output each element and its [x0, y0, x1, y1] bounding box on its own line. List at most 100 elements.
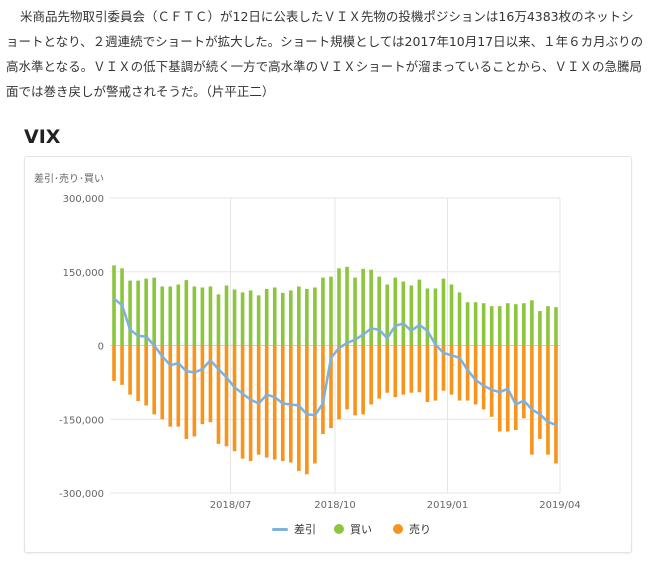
- y-axis-label: 差引･売り･買い: [34, 174, 104, 185]
- long-bar: [297, 286, 301, 346]
- short-bar: [112, 345, 116, 381]
- short-bar: [240, 345, 245, 459]
- short-bar: [297, 345, 301, 471]
- long-bar: [264, 288, 269, 346]
- long-bar: [409, 285, 414, 346]
- short-bar: [264, 345, 269, 458]
- short-bar: [272, 345, 277, 460]
- short-bar: [208, 345, 213, 423]
- net-line: [112, 297, 558, 427]
- short-bar: [393, 345, 398, 398]
- x-tick-label: 2018/07: [210, 500, 252, 511]
- long-bar: [152, 277, 157, 346]
- short-bar: [152, 345, 157, 415]
- x-tick-label: 2018/10: [314, 500, 356, 511]
- short-bar: [546, 345, 550, 455]
- long-bar: [337, 268, 341, 346]
- short-bar: [305, 345, 309, 475]
- legend-item-net[interactable]: 差引: [272, 521, 316, 537]
- short-bar: [232, 345, 237, 452]
- long-bar: [288, 290, 293, 346]
- short-bar: [417, 345, 422, 393]
- long-bar: [417, 279, 422, 346]
- legend-item-long[interactable]: 買い: [334, 521, 372, 537]
- y-tick-label: 150,000: [63, 268, 104, 279]
- long-bar: [240, 292, 245, 346]
- long-bar: [168, 286, 173, 346]
- long-bar: [481, 303, 486, 346]
- long-bar: [513, 304, 518, 346]
- short-bar: [489, 345, 494, 417]
- long-bar: [184, 280, 189, 346]
- chart-legend: 差引 買い 売り: [0, 521, 652, 537]
- long-bar: [192, 286, 197, 346]
- short-bar: [401, 345, 406, 395]
- long-bar: [401, 281, 406, 346]
- long-bar: [393, 277, 398, 346]
- short-bar: [345, 345, 349, 410]
- short-bar: [160, 345, 165, 420]
- dot-swatch-icon: [334, 524, 344, 534]
- short-bar: [433, 345, 438, 401]
- short-bar: [256, 345, 261, 455]
- long-bar: [497, 306, 502, 346]
- legend-label-short: 売り: [409, 523, 431, 536]
- short-bar: [192, 345, 197, 437]
- short-bar: [425, 345, 430, 403]
- long-bar: [449, 284, 454, 346]
- short-bar: [481, 345, 486, 410]
- dot-swatch-icon: [393, 524, 403, 534]
- long-bar: [248, 290, 253, 346]
- long-bar: [546, 306, 550, 346]
- short-bar: [136, 345, 140, 402]
- short-bar: [522, 345, 526, 419]
- long-bar: [505, 303, 510, 346]
- short-bar: [248, 345, 253, 462]
- long-bar: [224, 285, 229, 346]
- short-bar: [449, 345, 454, 395]
- long-bar: [489, 306, 494, 346]
- short-bar: [441, 345, 446, 391]
- short-bar: [513, 345, 518, 431]
- long-bar: [232, 289, 237, 346]
- legend-label-net: 差引: [294, 523, 316, 536]
- short-bar: [457, 345, 462, 401]
- long-bar: [465, 302, 470, 346]
- short-bar: [377, 345, 382, 399]
- x-tick-label: 2019/01: [427, 500, 469, 511]
- x-tick-label: 2019/04: [539, 500, 581, 511]
- long-bar: [353, 277, 357, 346]
- y-tick-label: -150,000: [59, 415, 104, 426]
- long-bar: [538, 311, 542, 346]
- long-bar: [329, 276, 333, 346]
- short-bar: [361, 345, 365, 415]
- y-tick-label: 300,000: [63, 194, 104, 205]
- legend-label-long: 買い: [350, 523, 372, 536]
- long-bar: [457, 292, 462, 346]
- long-bar: [530, 300, 534, 346]
- short-bar: [465, 345, 470, 401]
- long-bar: [160, 286, 165, 346]
- long-bar: [136, 280, 140, 346]
- short-bar: [128, 345, 132, 395]
- short-bar: [385, 345, 390, 393]
- long-bar: [385, 284, 390, 346]
- long-bar: [280, 292, 285, 346]
- short-bar: [409, 345, 414, 393]
- short-bar: [530, 345, 534, 455]
- long-bar: [433, 288, 438, 346]
- line-swatch-icon: [272, 527, 288, 531]
- short-bar: [353, 345, 357, 416]
- short-bar: [538, 345, 542, 439]
- short-bar: [321, 345, 325, 434]
- long-bar: [128, 280, 132, 346]
- short-bar: [337, 345, 341, 420]
- short-bar: [497, 345, 502, 432]
- y-tick-label: 0: [98, 342, 104, 353]
- short-bar: [120, 345, 124, 385]
- long-bar: [345, 266, 349, 346]
- legend-item-short[interactable]: 売り: [393, 521, 431, 537]
- short-bar: [329, 345, 333, 429]
- long-bar: [112, 265, 116, 346]
